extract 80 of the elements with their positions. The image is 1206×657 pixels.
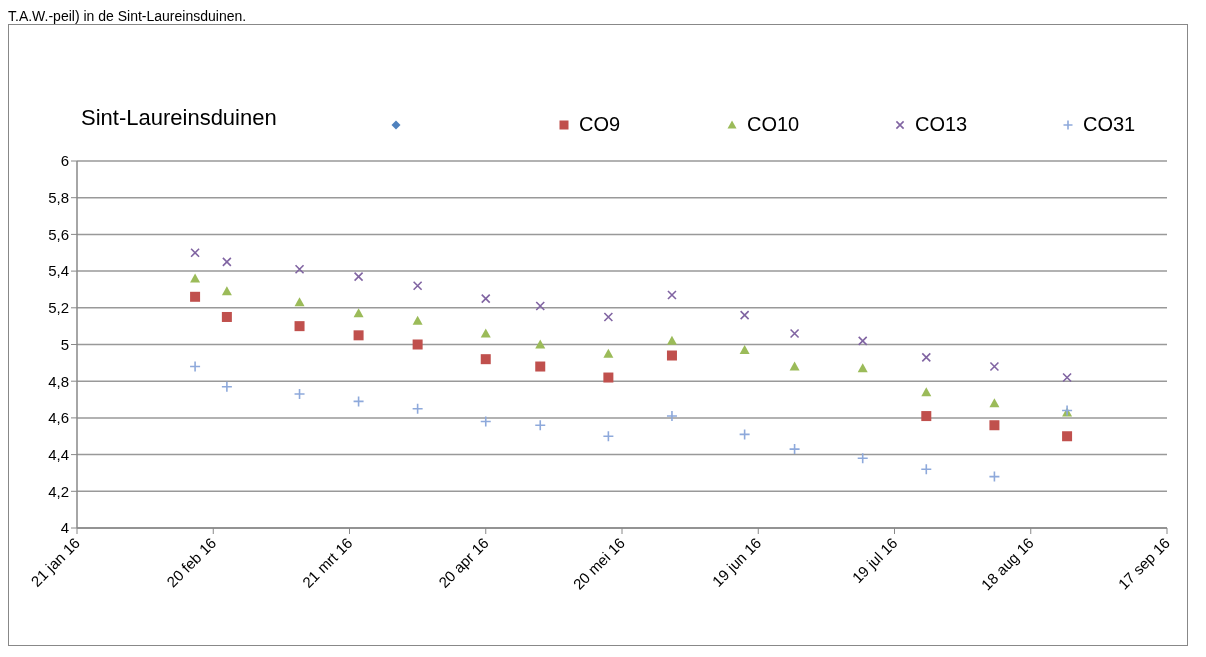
y-tick-label: 4,2	[48, 482, 69, 500]
point	[857, 336, 868, 346]
point	[190, 247, 200, 258]
x-tick-label: 21 mrt 16	[298, 534, 356, 591]
point	[739, 345, 750, 355]
point	[222, 257, 232, 267]
y-tick-label: 5,8	[48, 189, 69, 207]
point	[988, 470, 1001, 483]
point	[989, 398, 1000, 408]
point	[190, 291, 201, 302]
point	[921, 352, 932, 363]
point	[293, 388, 306, 400]
point	[857, 363, 868, 373]
point	[294, 264, 305, 275]
point	[353, 308, 364, 318]
y-tick-label: 4,4	[48, 445, 69, 463]
x-tick-label: 20 mei 16	[569, 534, 629, 593]
point	[353, 271, 364, 282]
point	[789, 361, 800, 371]
point	[738, 428, 751, 441]
point	[921, 387, 932, 397]
legend-label: CO31	[1083, 113, 1136, 136]
point	[667, 290, 677, 300]
x-tick-label: 20 apr 16	[435, 534, 492, 591]
legend-label: CO13	[915, 113, 968, 136]
chart-title: Sint-Laureinsduinen	[81, 105, 277, 131]
point	[739, 310, 750, 320]
x-tick-label: 21 jan 16	[27, 534, 84, 590]
point	[789, 328, 800, 339]
y-tick-label: 4	[60, 519, 69, 537]
legend-label: CO9	[579, 113, 621, 136]
y-tick-label: 4,6	[48, 409, 69, 427]
y-tick-label: 6	[60, 152, 69, 170]
y-tick-label: 5,2	[48, 299, 69, 317]
point	[666, 410, 678, 422]
point	[412, 280, 423, 291]
point	[603, 312, 614, 322]
point	[221, 380, 233, 393]
point	[1062, 372, 1072, 383]
point	[412, 339, 423, 350]
point	[190, 273, 201, 283]
point	[412, 315, 423, 325]
point	[479, 415, 492, 428]
point	[603, 348, 614, 358]
point	[602, 430, 615, 443]
point	[535, 339, 546, 349]
y-tick-label: 5,4	[48, 262, 69, 280]
point	[221, 286, 232, 296]
text: T.A.W.-peil) in de Sint-Laureinsduinen.	[8, 8, 248, 24]
point	[603, 372, 614, 383]
point	[666, 350, 677, 361]
point	[353, 330, 364, 341]
point	[921, 411, 932, 422]
point	[534, 419, 547, 432]
point	[856, 452, 869, 465]
x-tick-label: 20 feb 16	[163, 534, 220, 591]
y-tick-label: 5	[60, 335, 69, 353]
x-tick-label: 18 aug 16	[977, 534, 1037, 594]
point	[989, 361, 1000, 372]
point	[294, 321, 305, 332]
point	[189, 360, 201, 373]
y-tick-label: 4,8	[48, 372, 69, 390]
point	[352, 395, 365, 408]
point	[989, 420, 1000, 431]
point	[480, 354, 491, 365]
point	[411, 402, 424, 415]
point	[1062, 431, 1073, 442]
point	[535, 301, 546, 311]
point	[666, 335, 677, 345]
x-tick-label: 19 jul 16	[848, 534, 901, 587]
point	[920, 463, 933, 476]
legend-label: CO10	[747, 113, 800, 136]
y-tick-label: 5,6	[48, 225, 69, 243]
point	[480, 293, 491, 304]
point	[788, 443, 801, 455]
point	[535, 361, 546, 372]
point	[294, 297, 305, 307]
x-tick-label: 17 sep 16	[1114, 534, 1174, 593]
x-tick-label: 19 jun 16	[708, 534, 765, 590]
point	[221, 311, 232, 322]
